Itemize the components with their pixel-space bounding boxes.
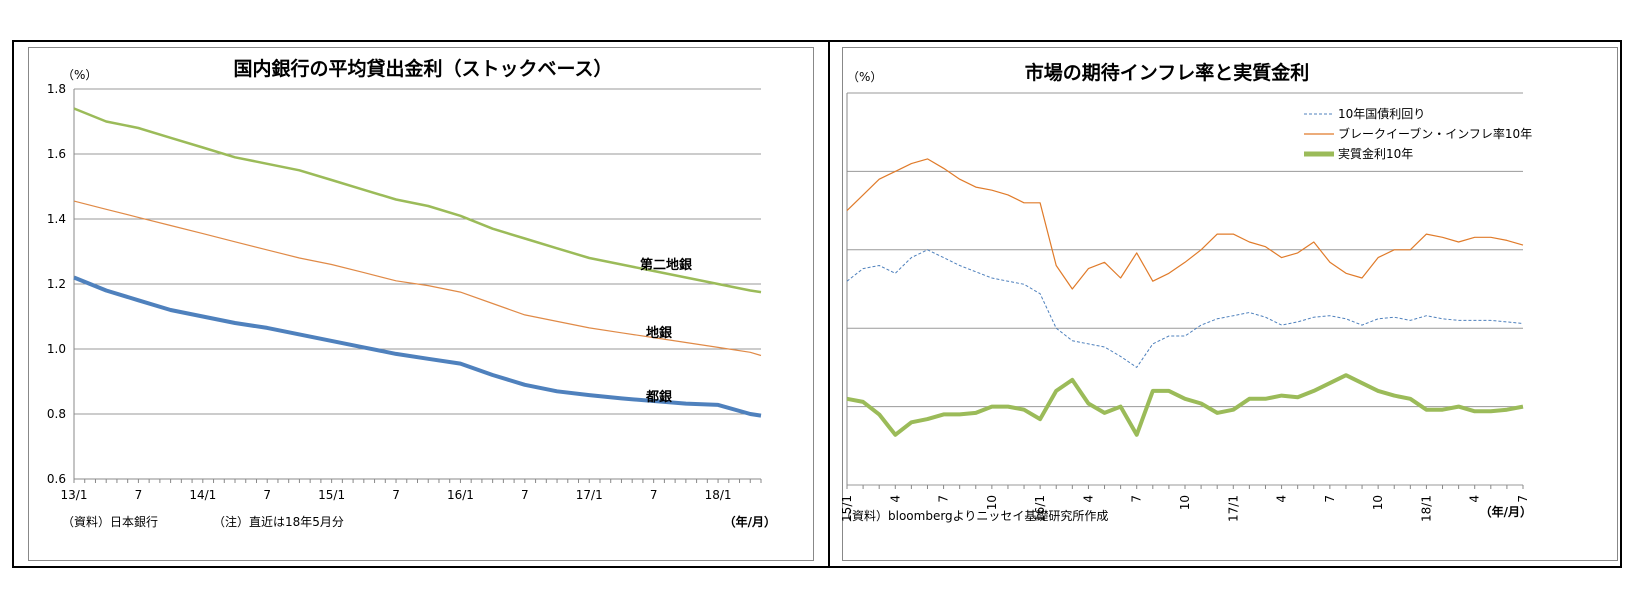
x-tick-label: 4 bbox=[888, 495, 902, 503]
y-tick-label: 1.4 bbox=[47, 212, 66, 226]
y-axis-unit: （%） bbox=[847, 70, 882, 84]
x-axis-unit: （年/月） bbox=[1480, 504, 1532, 519]
x-axis-unit: （年/月） bbox=[724, 514, 776, 529]
series-line-1 bbox=[73, 200, 762, 357]
y-axis-unit: （%） bbox=[62, 68, 97, 82]
series-line-1 bbox=[846, 158, 1524, 290]
x-tick-label: 10 bbox=[1178, 495, 1192, 510]
figure-frame bbox=[12, 40, 1622, 568]
left-chart-panel bbox=[28, 47, 814, 561]
chart-title: 国内銀行の平均貸出金利（ストックベース） bbox=[233, 57, 612, 80]
x-tick-label: 7 bbox=[1516, 495, 1530, 503]
x-tick-label: 4 bbox=[1468, 495, 1482, 503]
x-tick-label: 15/1 bbox=[842, 495, 854, 522]
x-tick-label: 15/1 bbox=[318, 488, 345, 502]
right-chart-panel bbox=[842, 47, 1618, 561]
x-tick-label: 4 bbox=[1081, 495, 1095, 503]
x-tick-label: 7 bbox=[392, 488, 400, 502]
x-tick-label: 10 bbox=[985, 495, 999, 510]
legend-label: ブレークイーブン・インフレ率10年 bbox=[1338, 126, 1532, 141]
chart-title: 市場の期待インフレ率と実質金利 bbox=[1025, 61, 1309, 84]
series-line-0 bbox=[73, 107, 762, 294]
x-tick-label: 16/1 bbox=[447, 488, 474, 502]
x-tick-label: 16/1 bbox=[1033, 495, 1047, 522]
x-tick-label: 7 bbox=[521, 488, 529, 502]
y-tick-label: 1.8 bbox=[47, 82, 66, 96]
y-tick-label: 1.2 bbox=[47, 277, 66, 291]
x-tick-label: 7 bbox=[135, 488, 143, 502]
x-tick-label: 7 bbox=[937, 495, 951, 503]
series-label-second-regional: 第二地銀 bbox=[640, 257, 692, 273]
y-tick-label: 1.6 bbox=[47, 147, 66, 161]
series-label-city: 都銀 bbox=[645, 389, 672, 405]
series-line-0 bbox=[846, 249, 1524, 368]
series-line-2 bbox=[73, 275, 762, 418]
source-note: （資料）日本銀行 bbox=[62, 515, 158, 529]
series-line-2 bbox=[846, 373, 1524, 437]
footnote: （注）直近は18年5月分 bbox=[213, 514, 344, 529]
x-tick-label: 18/1 bbox=[705, 488, 732, 502]
x-tick-label: 7 bbox=[1323, 495, 1337, 503]
series-label-regional: 地銀 bbox=[646, 325, 672, 341]
left-chart: 国内銀行の平均貸出金利（ストックベース） （%） 0.6 0.8 1.0 1.2 1.4 1.… bbox=[47, 57, 776, 529]
source-note: （資料）bloombergよりニッセイ基礎研究所作成 bbox=[842, 508, 1108, 523]
x-tick-label: 17/1 bbox=[576, 488, 603, 502]
legend-label: 実質金利10年 bbox=[1338, 146, 1413, 161]
y-tick-label: 1.0 bbox=[47, 342, 66, 356]
x-tick-label: 13/1 bbox=[61, 488, 88, 502]
x-tick-label: 10 bbox=[1371, 495, 1385, 510]
x-tick-label: 17/1 bbox=[1226, 495, 1240, 522]
x-tick-label: 7 bbox=[263, 488, 271, 502]
x-tick-label: 18/1 bbox=[1419, 495, 1433, 522]
legend-label: 10年国債利回り bbox=[1338, 106, 1425, 121]
y-tick-label: 0.8 bbox=[47, 407, 66, 421]
panel-divider bbox=[828, 40, 830, 568]
x-tick-label: 7 bbox=[650, 488, 658, 502]
x-tick-label: 14/1 bbox=[189, 488, 216, 502]
right-chart: 市場の期待インフレ率と実質金利（%）-1.0-0.50.00.51.01.515… bbox=[842, 61, 1532, 523]
y-tick-label: 0.6 bbox=[47, 472, 66, 486]
x-tick-label: 7 bbox=[1130, 495, 1144, 503]
x-tick-label: 4 bbox=[1275, 495, 1289, 503]
